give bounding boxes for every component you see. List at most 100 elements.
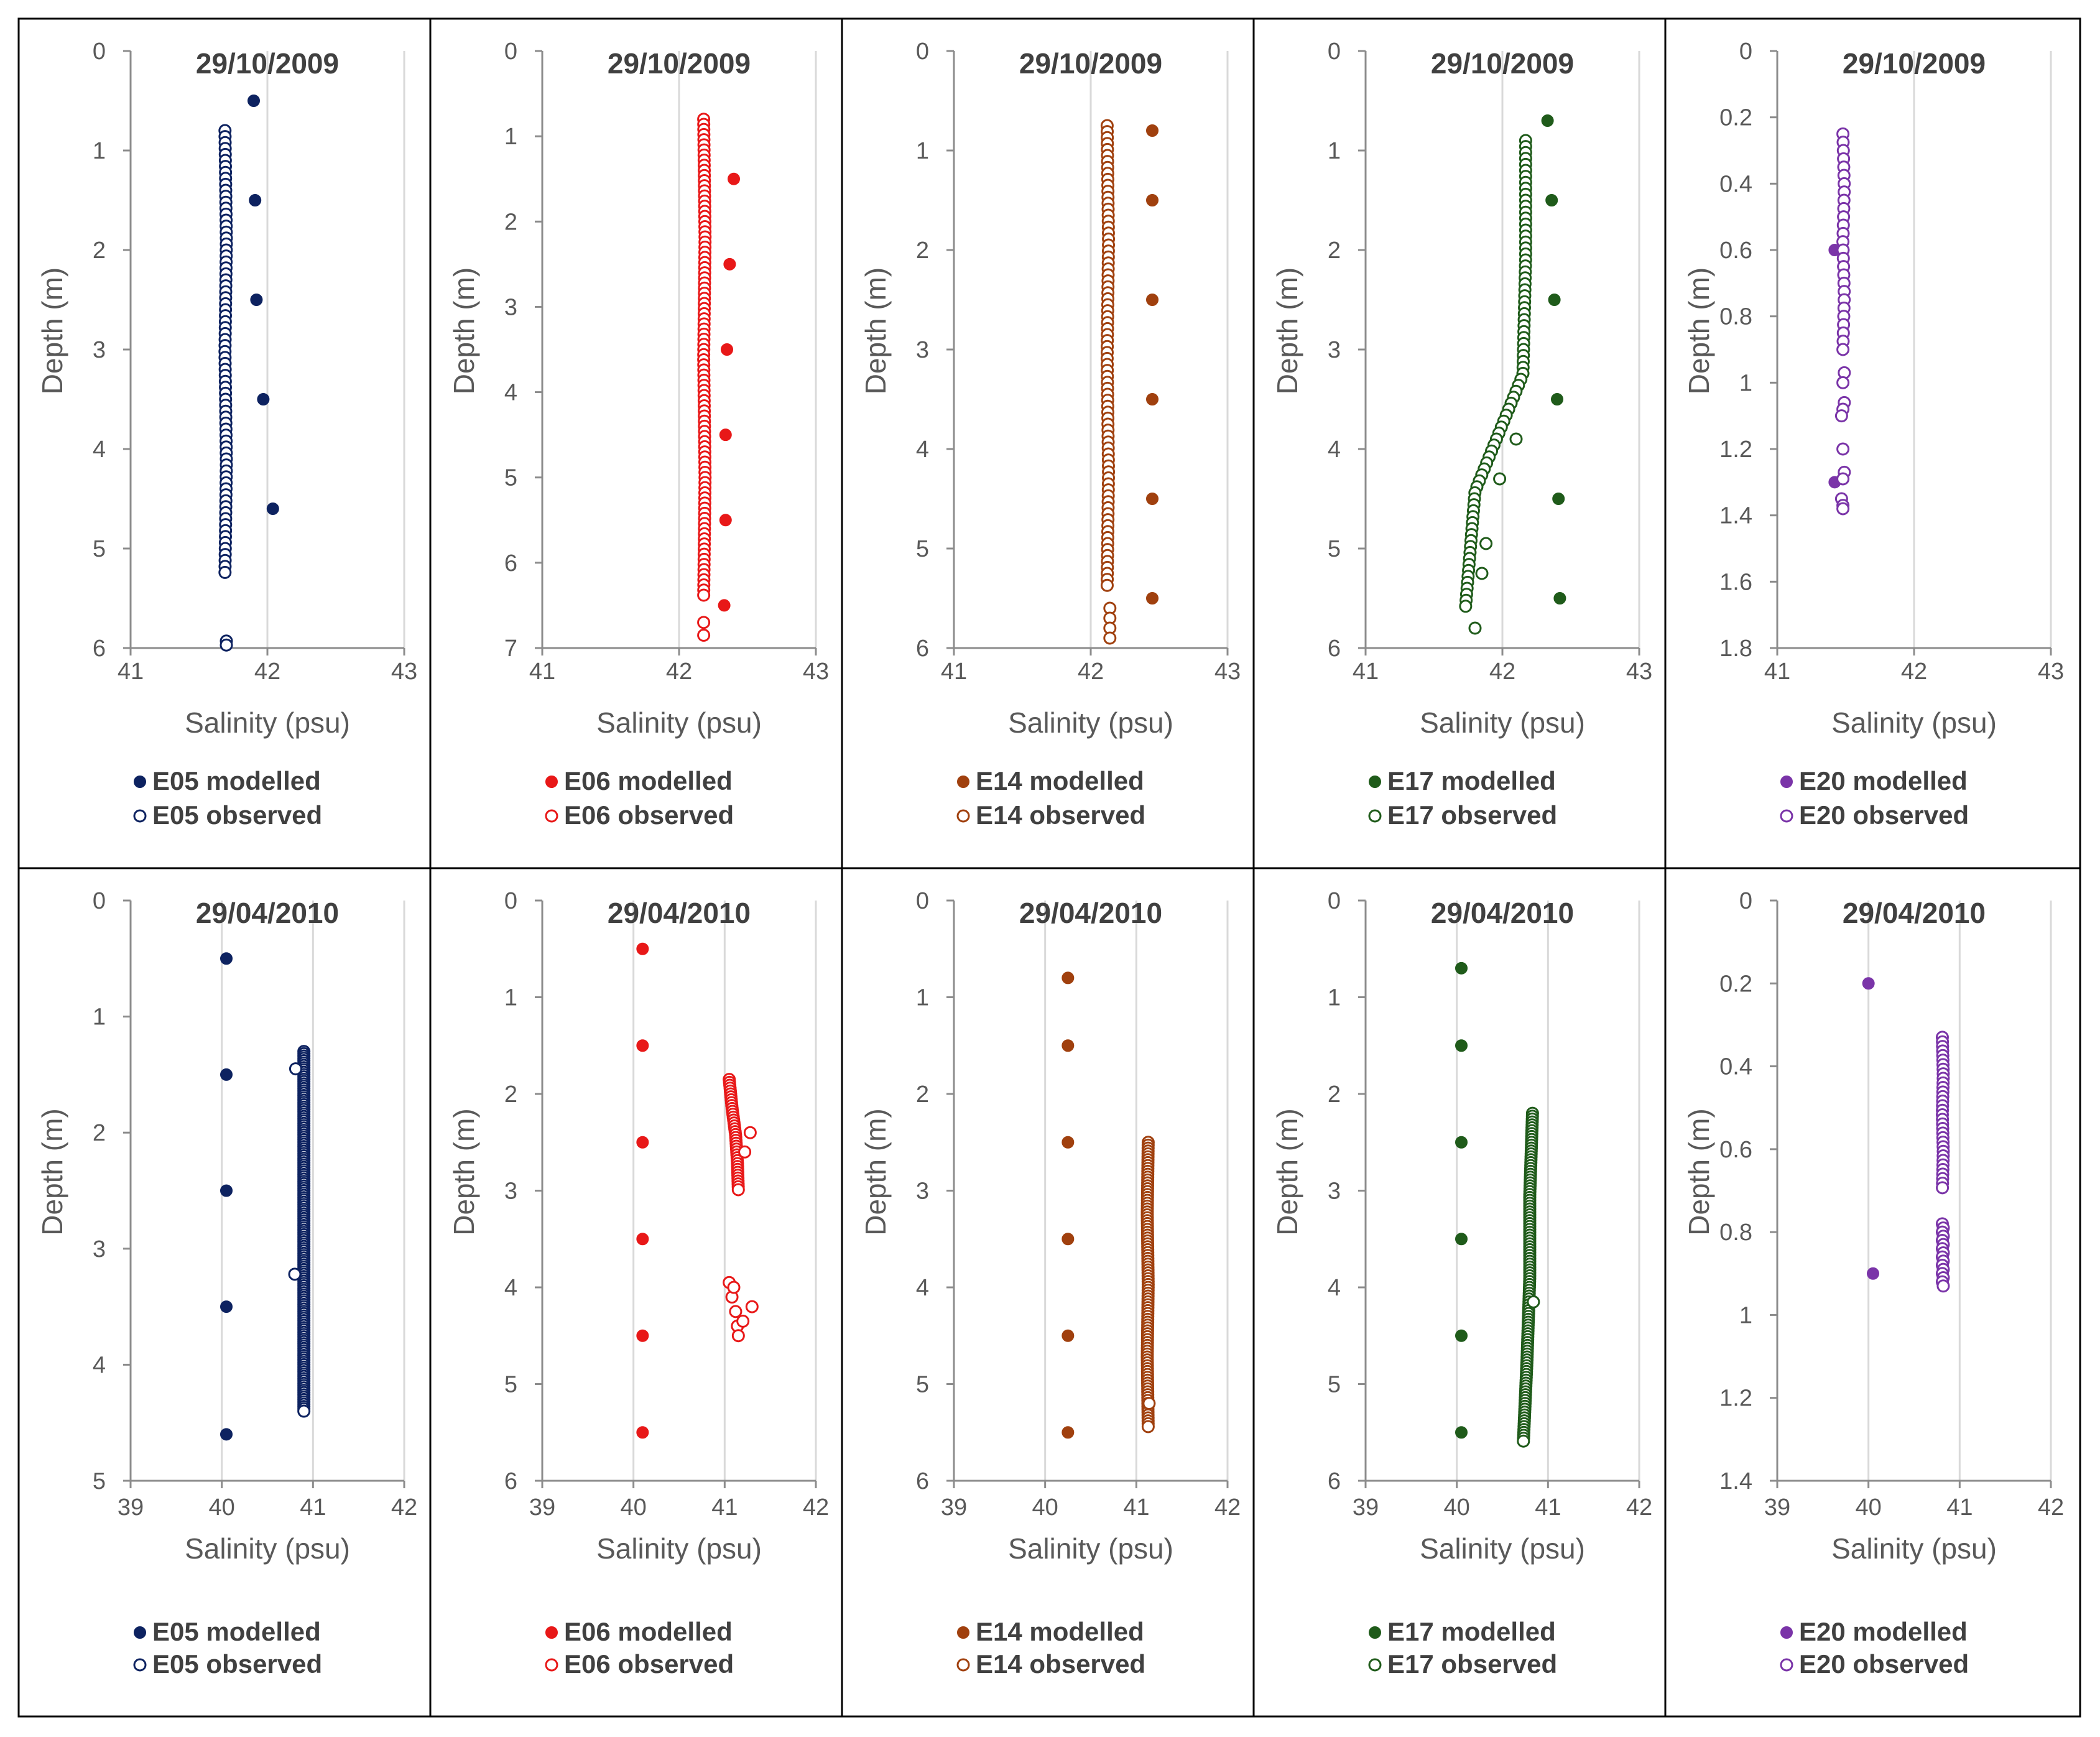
y-tick-label: 5 [504,465,517,491]
x-tick-label: 42 [391,1494,417,1521]
x-tick-label: 39 [529,1494,555,1521]
legend-modelled-label: E05 modelled [152,1617,321,1646]
chart-panel-r2c5: 0 0.2 0.4 0.6 0.8 1 1.2 1.4 39 40 41 42 Salinity (ps… [1683,888,2064,1679]
x-tick-label: 42 [254,659,280,685]
y-tick-label: 5 [916,536,929,562]
observed-point [1509,432,1523,446]
chart-title: 29/10/2009 [196,47,339,80]
modelled-point [1062,1426,1075,1439]
legend-modelled-marker [1369,776,1381,788]
x-axis-title: Salinity (psu) [185,1532,350,1565]
x-axis-title: Salinity (psu) [1831,706,1997,739]
y-tick-label: 2 [916,1082,929,1108]
legend-observed-label: E14 observed [976,1649,1145,1679]
y-tick-label: 4 [504,380,517,406]
observed-point [1475,567,1489,580]
x-tick-label: 41 [711,1494,738,1521]
observed-point [1103,631,1117,645]
legend-observed-marker [1780,809,1793,823]
legend-observed-label: E20 observed [1799,800,1969,830]
observed-point [1836,376,1850,389]
modelled-point [1062,1329,1075,1342]
y-tick-label: 0.8 [1719,1220,1752,1246]
y-tick-label: 6 [504,550,517,577]
y-tick-label: 1.4 [1719,503,1752,529]
x-tick-label: 41 [1764,659,1790,685]
modelled-point [1146,592,1159,604]
x-tick-label: 41 [1535,1494,1561,1521]
modelled-point [1146,194,1159,206]
chart-title: 29/04/2010 [1019,897,1162,929]
modelled-point [247,95,260,107]
x-tick-label: 42 [1901,659,1927,685]
observed-point [738,1145,752,1159]
legend-observed-label: E06 observed [564,800,734,830]
modelled-point [719,514,732,527]
y-tick-label: 1 [504,124,517,150]
legend-observed-label: E17 observed [1387,1649,1557,1679]
legend-observed-label: E06 observed [564,1649,734,1679]
modelled-point [1455,1233,1468,1246]
chart-panel-r1c2: 0 1 2 3 4 5 6 7 41 42 43 Salinity (psu) Depth (m) 29/… [448,39,829,830]
y-tick-label: 4 [1328,437,1341,463]
modelled-point [1455,1426,1468,1439]
y-tick-label: 3 [916,337,929,363]
chart-title: 29/10/2009 [1843,47,1986,80]
y-tick-label: 4 [504,1275,517,1301]
y-tick-label: 1.6 [1719,569,1752,595]
y-tick-label: 0.4 [1719,1054,1752,1080]
observed-point [1468,621,1482,635]
observed-point [297,1404,311,1418]
chart-title: 29/10/2009 [608,47,751,80]
observed-point [697,616,711,629]
y-tick-label: 1.8 [1719,636,1752,662]
y-axis-title: Depth (m) [1683,1108,1715,1235]
observed-point [220,638,233,652]
y-tick-label: 3 [93,1236,106,1262]
legend-modelled-marker [1780,776,1793,788]
legend-observed-marker [1780,1658,1793,1672]
legend-observed-marker [956,1658,970,1672]
observed-point [1834,409,1848,423]
observed-point [289,1062,302,1076]
modelled-point [1146,493,1159,505]
observed-point [743,1126,757,1139]
modelled-point [1867,1267,1879,1280]
y-tick-label: 1 [93,138,106,164]
y-tick-label: 6 [1328,636,1341,662]
chart-panel-r1c5: 0 0.2 0.4 0.6 0.8 1 1.2 1.4 1.6 1.8 41 42 43 Salinity… [1683,39,2064,830]
observed-point [1479,537,1493,550]
chart-title: 29/04/2010 [1431,897,1574,929]
legend-observed-label: E05 observed [152,1649,322,1679]
modelled-point [1062,1136,1075,1149]
modelled-point [1862,977,1875,990]
y-tick-label: 5 [1328,536,1341,562]
modelled-point [1541,114,1554,127]
y-axis-title: Depth (m) [859,1108,892,1235]
x-axis-title: Salinity (psu) [596,1532,762,1565]
observed-point [218,565,232,579]
x-tick-label: 42 [1078,659,1104,685]
y-tick-label: 1.2 [1719,1386,1752,1412]
x-tick-label: 43 [1626,659,1652,685]
y-tick-label: 4 [93,1352,106,1378]
legend-observed-marker [1368,1658,1382,1672]
observed-point [1517,1434,1530,1448]
y-axis-title: Depth (m) [1271,267,1303,394]
y-tick-label: 6 [504,1468,517,1494]
observed-point [288,1267,302,1281]
chart-panel-r1c1: 0 1 2 3 4 5 6 41 42 43 Salinity (psu) Depth (m) 29/1… [36,39,417,830]
y-tick-label: 1 [93,1004,106,1031]
legend-modelled-marker [1780,1626,1793,1639]
modelled-point [220,1184,233,1197]
legend-modelled-marker [957,1626,969,1639]
chart-panel-r2c2: 0 1 2 3 4 5 6 39 40 41 42 Salinity (psu) Depth (m) 29… [448,888,829,1679]
legend-modelled-label: E17 modelled [1387,766,1556,795]
modelled-point [220,1300,233,1313]
y-tick-label: 6 [1328,1468,1341,1494]
modelled-point [1062,1233,1075,1246]
y-tick-label: 5 [916,1372,929,1398]
observed-point [736,1314,750,1328]
modelled-point [636,1426,649,1439]
